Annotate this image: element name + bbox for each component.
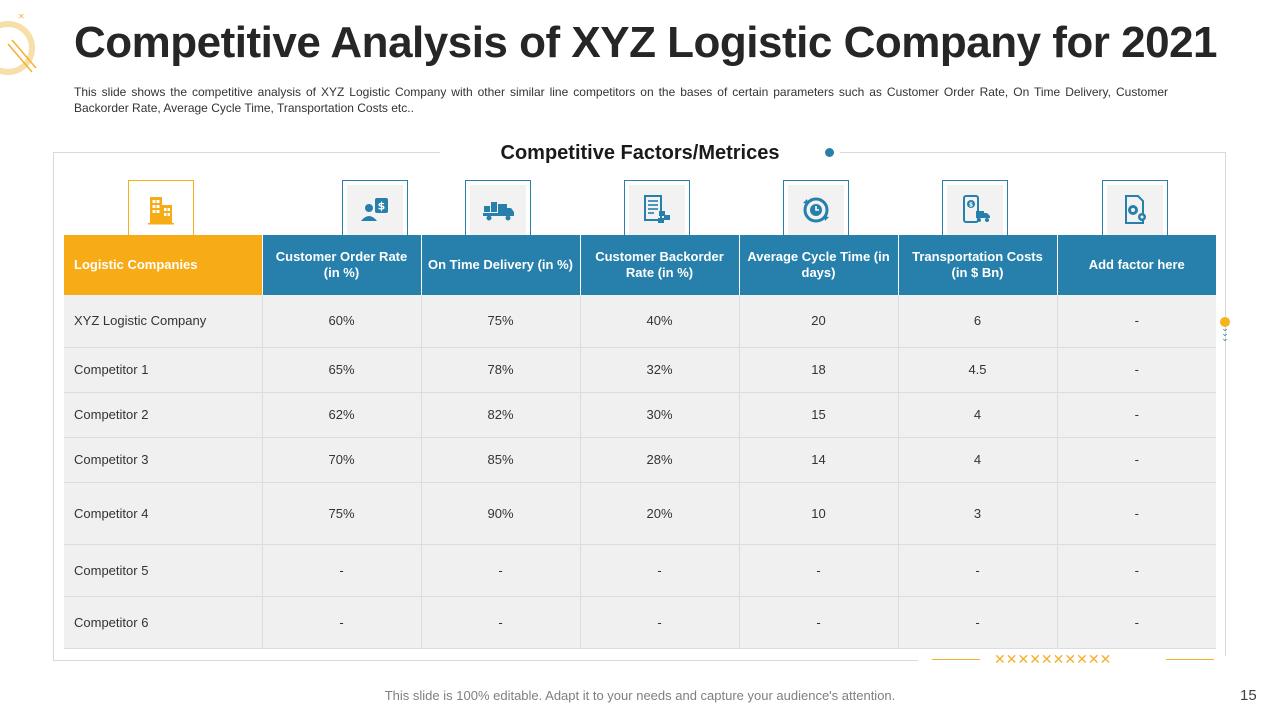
table-cell: 62% xyxy=(262,392,422,438)
delivery-truck-icon-box xyxy=(465,180,531,240)
section-title: Competitive Factors/Metrices xyxy=(440,140,840,166)
table-cell: 78% xyxy=(421,347,581,393)
table-cell: - xyxy=(1057,596,1216,649)
page-number: 15 xyxy=(1240,687,1257,704)
frame-gap-bottom xyxy=(918,656,1230,668)
table-cell: 65% xyxy=(262,347,422,393)
table-cell: - xyxy=(739,596,899,649)
settings-document-icon-box xyxy=(1102,180,1168,240)
competitive-analysis-table: Logistic Companies Customer Order Rate (… xyxy=(64,235,1216,649)
table-cell: 60% xyxy=(262,295,422,348)
backorder-checklist-icon xyxy=(644,195,670,223)
table-cell: 3 xyxy=(898,482,1058,545)
company-name-cell: XYZ Logistic Company xyxy=(64,295,263,348)
table-row: XYZ Logistic Company 60% 75% 40% 20 6 - xyxy=(64,295,1216,348)
table-cell: - xyxy=(1057,544,1216,597)
table-cell: - xyxy=(262,596,422,649)
table-row: Competitor 4 75% 90% 20% 10 3 - xyxy=(64,482,1216,545)
customer-dollar-icon: $ xyxy=(361,198,388,221)
header-customer-backorder-rate: Customer Backorder Rate (in %) xyxy=(580,235,740,295)
transport-cost-icon-box: $ xyxy=(942,180,1008,240)
table-row: Competitor 5 - - - - - - xyxy=(64,544,1216,597)
table-cell: 82% xyxy=(421,392,581,438)
table-cell: - xyxy=(262,544,422,597)
header-logistic-companies: Logistic Companies xyxy=(64,235,263,295)
table-cell: - xyxy=(421,596,581,649)
table-cell: 4 xyxy=(898,437,1058,483)
table-row: Competitor 2 62% 82% 30% 15 4 - xyxy=(64,392,1216,438)
corner-ring-decoration xyxy=(0,21,37,75)
header-add-factor: Add factor here xyxy=(1057,235,1216,295)
table-cell: 75% xyxy=(421,295,581,348)
company-name-cell: Competitor 1 xyxy=(64,347,263,393)
header-on-time-delivery: On Time Delivery (in %) xyxy=(421,235,581,295)
table-cell: 4.5 xyxy=(898,347,1058,393)
table-cell: 15 xyxy=(739,392,899,438)
bottom-deco-line-left xyxy=(932,659,980,660)
delivery-truck-icon xyxy=(483,202,514,221)
slide-description: This slide shows the competitive analysi… xyxy=(74,85,1168,115)
slide-footer: This slide is 100% editable. Adapt it to… xyxy=(384,688,896,703)
backorder-checklist-icon-box xyxy=(624,180,690,240)
slide-title: Competitive Analysis of XYZ Logistic Com… xyxy=(74,18,1218,67)
table-cell: - xyxy=(421,544,581,597)
table-cell: - xyxy=(580,544,740,597)
header-transportation-costs: Transportation Costs (in $ Bn) xyxy=(898,235,1058,295)
table-row: Competitor 6 - - - - - - xyxy=(64,596,1216,649)
chevron-down-icon: ⌄ ⌄ ⌄ xyxy=(1221,323,1229,343)
table-cell: 28% xyxy=(580,437,740,483)
company-name-cell: Competitor 2 xyxy=(64,392,263,438)
table-cell: - xyxy=(1057,482,1216,545)
table-row: Competitor 1 65% 78% 32% 18 4.5 - xyxy=(64,347,1216,393)
side-dot-decoration xyxy=(1220,317,1230,327)
table-cell: - xyxy=(898,544,1058,597)
company-name-cell: Competitor 5 xyxy=(64,544,263,597)
svg-text:$: $ xyxy=(969,202,973,209)
table-header-row: Logistic Companies Customer Order Rate (… xyxy=(64,235,1216,295)
table-cell: 85% xyxy=(421,437,581,483)
table-cell: 14 xyxy=(739,437,899,483)
table-cell: 20 xyxy=(739,295,899,348)
table-cell: 90% xyxy=(421,482,581,545)
company-name-cell: Competitor 6 xyxy=(64,596,263,649)
corner-star-icon: ✕ xyxy=(18,12,25,21)
customer-dollar-icon-box: $ xyxy=(342,180,408,240)
section-dot-right xyxy=(825,148,834,157)
building-icon-box xyxy=(128,180,194,240)
bottom-deco-line-right xyxy=(1166,659,1214,660)
table-cell: 10 xyxy=(739,482,899,545)
cycle-clock-icon-box xyxy=(783,180,849,240)
table-cell: - xyxy=(1057,437,1216,483)
table-cell: 6 xyxy=(898,295,1058,348)
table-cell: - xyxy=(580,596,740,649)
cycle-clock-icon xyxy=(803,197,829,223)
table-cell: 4 xyxy=(898,392,1058,438)
company-name-cell: Competitor 3 xyxy=(64,437,263,483)
svg-text:$: $ xyxy=(378,200,386,213)
table-cell: - xyxy=(898,596,1058,649)
company-name-cell: Competitor 4 xyxy=(64,482,263,545)
transport-cost-icon: $ xyxy=(963,195,990,223)
table-cell: 40% xyxy=(580,295,740,348)
table-cell: - xyxy=(1057,347,1216,393)
settings-document-icon xyxy=(1125,195,1146,224)
table-cell: 32% xyxy=(580,347,740,393)
bottom-deco-x-pattern: ✕✕✕✕✕✕✕✕✕✕ xyxy=(994,651,1112,667)
header-average-cycle-time: Average Cycle Time (in days) xyxy=(739,235,899,295)
table-cell: 75% xyxy=(262,482,422,545)
building-icon xyxy=(148,197,174,225)
table-cell: - xyxy=(1057,295,1216,348)
table-cell: 18 xyxy=(739,347,899,393)
table-cell: - xyxy=(1057,392,1216,438)
table-cell: 30% xyxy=(580,392,740,438)
table-cell: 70% xyxy=(262,437,422,483)
table-cell: 20% xyxy=(580,482,740,545)
header-customer-order-rate: Customer Order Rate (in %) xyxy=(262,235,422,295)
table-row: Competitor 3 70% 85% 28% 14 4 - xyxy=(64,437,1216,483)
table-cell: - xyxy=(739,544,899,597)
